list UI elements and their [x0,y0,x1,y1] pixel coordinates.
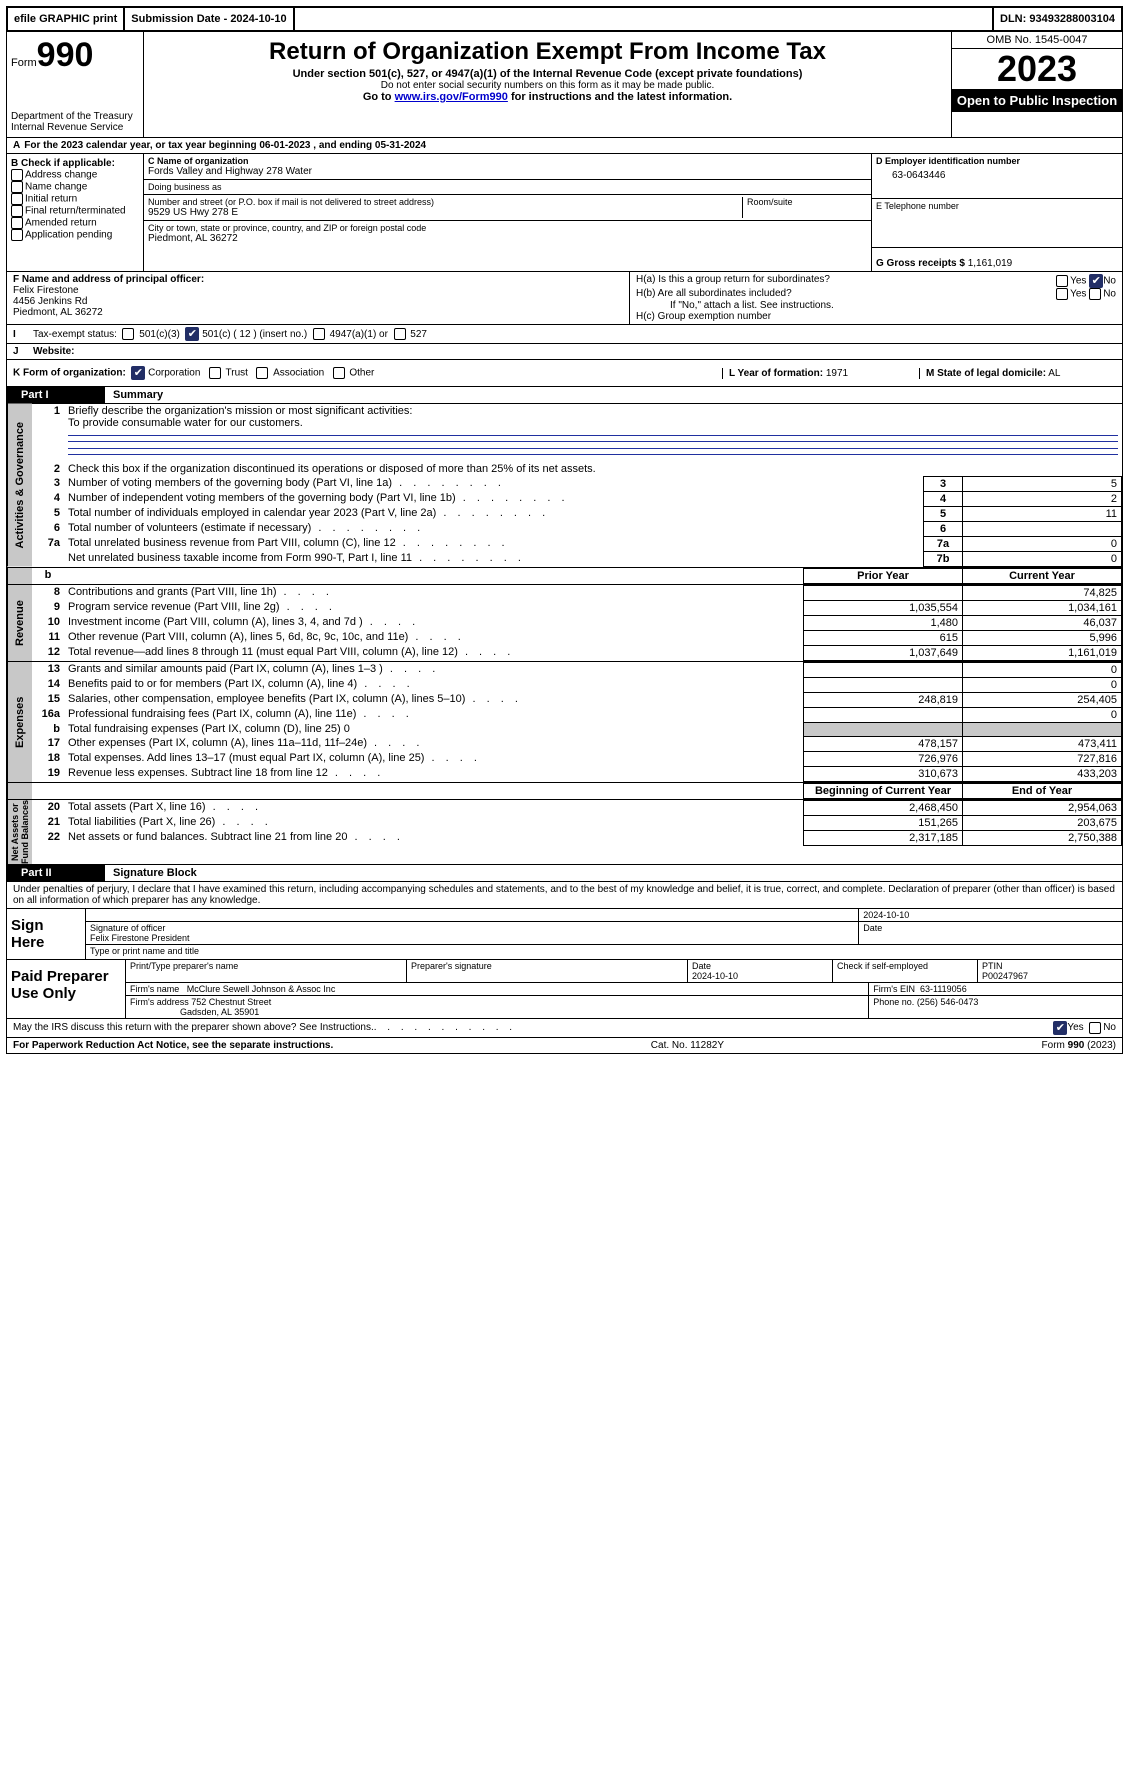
activities-governance: Activities & Governance 1 Briefly descri… [6,404,1123,568]
mission: To provide consumable water for our cust… [68,417,303,429]
paid-preparer-label: Paid Preparer Use Only [7,960,125,1018]
efile-label: efile GRAPHIC print [8,8,125,30]
part2-header: Part II Signature Block [6,865,1123,882]
expenses-section: Expenses 13Grants and similar amounts pa… [6,662,1123,783]
page-footer: For Paperwork Reduction Act Notice, see … [6,1038,1123,1054]
gross-receipts: 1,161,019 [968,258,1013,269]
form-title: Return of Organization Exempt From Incom… [148,38,947,66]
form-header: Form990 Department of the TreasuryIntern… [6,32,1123,138]
header-block-bcdeg: B Check if applicable: Address change Na… [6,154,1123,272]
top-bar: efile GRAPHIC print Submission Date - 20… [6,6,1123,32]
firm-name: McClure Sewell Johnson & Assoc Inc [187,984,336,994]
section-klm: K Form of organization: ✔ Corporation Tr… [6,360,1123,387]
org-street: 9529 US Hwy 278 E [148,207,742,218]
submission-date: Submission Date - 2024-10-10 [125,8,294,30]
section-deg: D Employer identification number 63-0643… [871,154,1122,271]
public-inspection: Open to Public Inspection [952,89,1122,112]
check-icon: ✔ [131,366,145,380]
org-name: Fords Valley and Highway 278 Water [148,166,867,177]
dept-treasury: Department of the TreasuryInternal Reven… [11,111,139,133]
side-label-net: Net Assets orFund Balances [7,800,32,864]
side-label-ag: Activities & Governance [7,404,32,567]
irs-discuss-row: May the IRS discuss this return with the… [6,1019,1123,1038]
org-city: Piedmont, AL 36272 [148,233,867,244]
header-sub3: Go to www.irs.gov/Form990 for instructio… [148,91,947,103]
ein: 63-0643446 [876,166,1118,181]
header-sub2: Do not enter social security numbers on … [148,80,947,91]
side-label-rev: Revenue [7,585,32,661]
sign-here-label: Sign Here [7,909,85,959]
section-b: B Check if applicable: Address change Na… [7,154,144,271]
section-a-taxyear: A For the 2023 calendar year, or tax yea… [6,138,1123,154]
section-j: J Website: [6,344,1123,360]
signature-block: Under penalties of perjury, I declare th… [6,882,1123,1019]
omb-number: OMB No. 1545-0047 [952,32,1122,49]
form-number: Form990 [11,36,139,75]
check-icon: ✔ [1053,1021,1067,1035]
revenue-section: Revenue 8Contributions and grants (Part … [6,585,1123,662]
check-icon: ✔ [185,327,199,341]
form990-link[interactable]: www.irs.gov/Form990 [395,91,508,103]
net-header-row: Beginning of Current Year End of Year [6,783,1123,800]
header-sub1: Under section 501(c), 527, or 4947(a)(1)… [148,68,947,80]
dln: DLN: 93493288003104 [994,8,1121,30]
netassets-section: Net Assets orFund Balances 20Total asset… [6,800,1123,865]
officer-signed: Felix Firestone President [90,933,190,943]
side-label-exp: Expenses [7,662,32,782]
officer-name: Felix Firestone [13,285,623,296]
section-fh: F Name and address of principal officer:… [6,272,1123,325]
section-c: C Name of organization Fords Valley and … [144,154,871,271]
check-icon: ✔ [1089,274,1103,288]
section-i: I Tax-exempt status: 501(c)(3) ✔ 501(c) … [6,325,1123,344]
year-header-row: b Prior Year Current Year [6,568,1123,585]
perjury-declaration: Under penalties of perjury, I declare th… [7,882,1122,908]
part1-header: Part I Summary [6,387,1123,404]
tax-year: 2023 [952,49,1122,89]
